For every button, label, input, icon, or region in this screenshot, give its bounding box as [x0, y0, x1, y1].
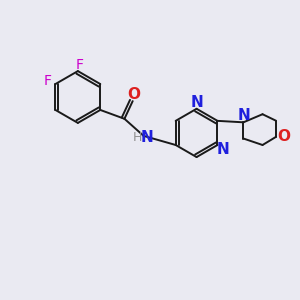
- Text: F: F: [75, 58, 83, 72]
- Text: H: H: [132, 131, 142, 144]
- Text: F: F: [43, 74, 51, 88]
- Text: O: O: [128, 87, 141, 102]
- Text: N: N: [140, 130, 153, 145]
- Text: N: N: [216, 142, 229, 157]
- Text: N: N: [238, 108, 251, 123]
- Text: O: O: [278, 129, 291, 144]
- Text: N: N: [190, 95, 203, 110]
